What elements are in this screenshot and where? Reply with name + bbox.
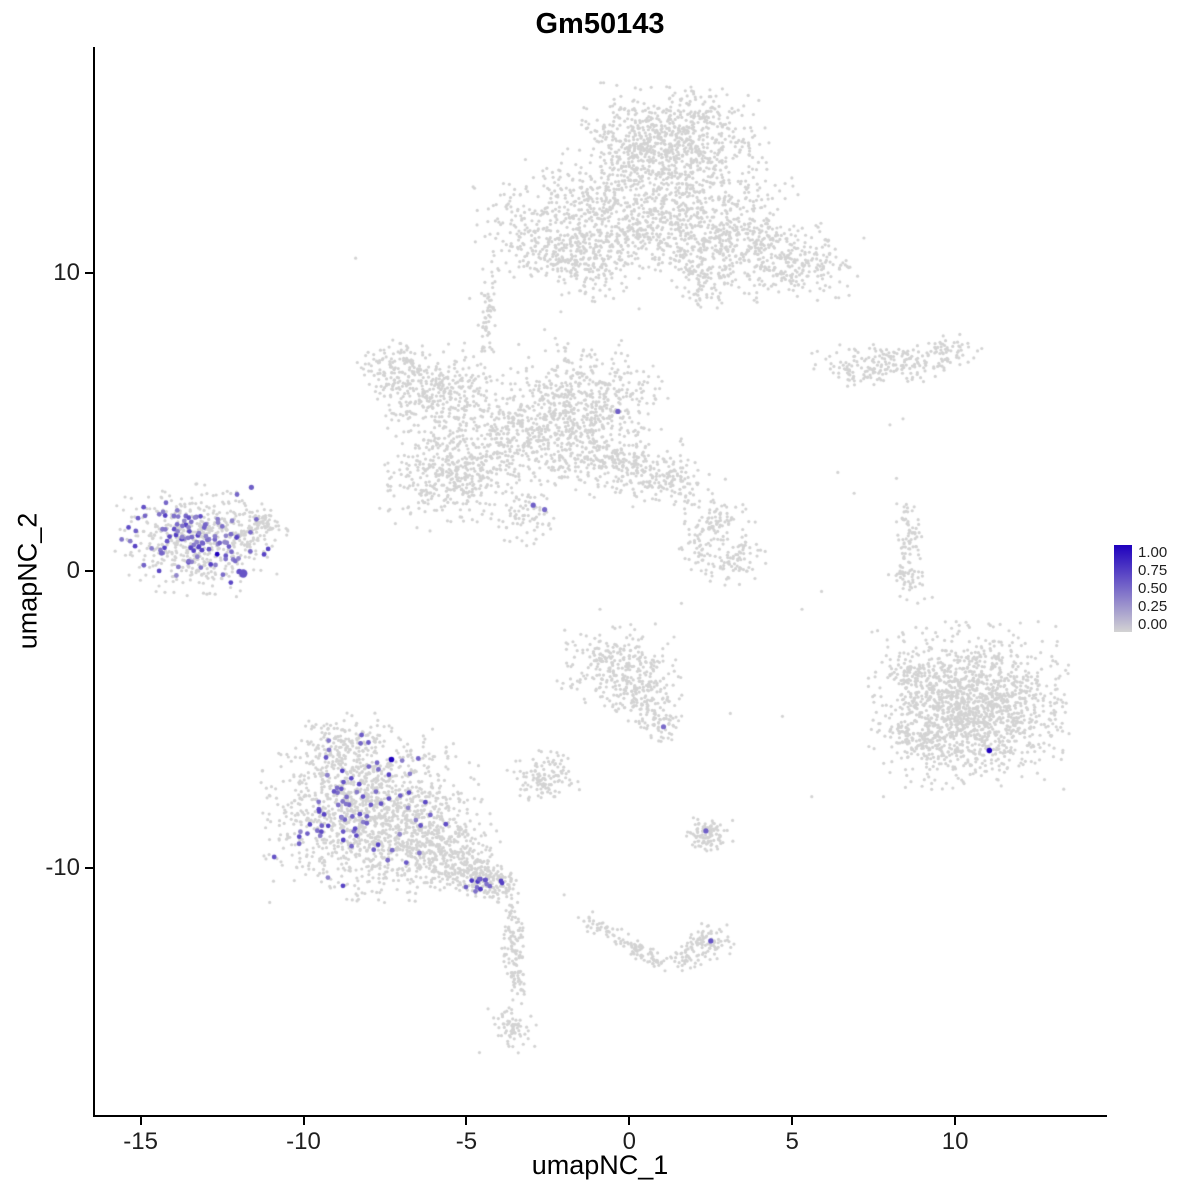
colorbar-label: 0.25 xyxy=(1138,598,1168,615)
x-axis-line xyxy=(93,1115,1107,1117)
colorbar-legend: 1.00 0.75 0.50 0.25 0.00 xyxy=(1114,545,1200,635)
colorbar-label: 0.50 xyxy=(1138,580,1168,597)
x-tick-label: -15 xyxy=(123,1128,158,1155)
plot-title: Gm50143 xyxy=(535,8,665,40)
x-tick-mark xyxy=(628,1117,631,1125)
y-axis-line xyxy=(93,47,95,1117)
x-tick-label: 10 xyxy=(941,1128,969,1155)
y-tick-mark xyxy=(85,569,93,572)
colorbar-gradient xyxy=(1114,545,1132,632)
y-axis-label: umapNC_2 xyxy=(12,512,43,650)
x-axis-label: umapNC_1 xyxy=(531,1150,669,1180)
x-tick-label: 5 xyxy=(785,1128,799,1155)
x-tick-label: -5 xyxy=(455,1128,478,1155)
x-tick-mark xyxy=(954,1117,957,1125)
colorbar-label: 0.75 xyxy=(1138,562,1168,579)
colorbar-labels: 1.00 0.75 0.50 0.25 0.00 xyxy=(1138,545,1167,632)
plot-area-canvas xyxy=(95,47,1105,1115)
colorbar-label: 1.00 xyxy=(1138,544,1168,561)
colorbar-label: 0.00 xyxy=(1138,616,1168,633)
y-tick-mark xyxy=(85,867,93,870)
x-tick-mark xyxy=(302,1117,305,1125)
x-tick-label: 0 xyxy=(622,1128,636,1155)
x-tick-mark xyxy=(791,1117,794,1125)
y-tick-label: -10 xyxy=(45,854,80,882)
x-tick-mark xyxy=(139,1117,142,1125)
x-tick-mark xyxy=(465,1117,468,1125)
y-tick-label: 0 xyxy=(66,556,80,584)
y-tick-label: 10 xyxy=(53,259,80,287)
y-tick-mark xyxy=(85,272,93,275)
x-tick-label: -10 xyxy=(286,1128,321,1155)
